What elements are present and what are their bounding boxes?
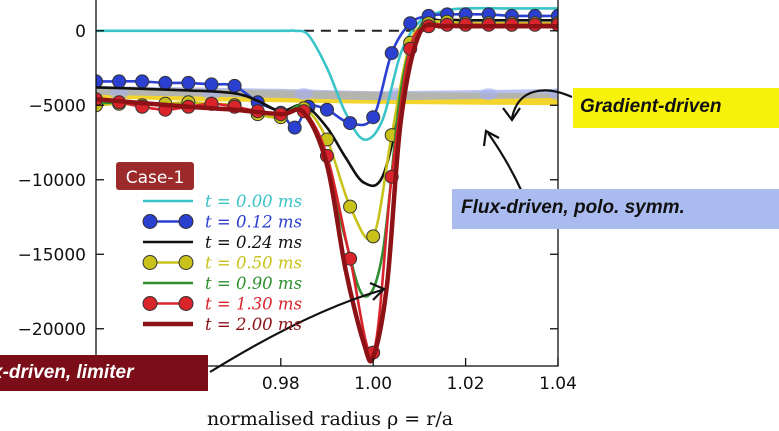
case-label: Case-1 bbox=[126, 168, 185, 188]
limiter-arrowhead bbox=[369, 281, 386, 301]
x-tick-label: 1.02 bbox=[447, 374, 485, 394]
data-point bbox=[320, 102, 334, 117]
series-6 bbox=[96, 22, 558, 364]
series-line-6 bbox=[96, 22, 558, 364]
legend-item: t = 0.24 ms bbox=[143, 233, 302, 252]
polo-arrow bbox=[487, 132, 524, 193]
data-point bbox=[181, 75, 196, 90]
data-point bbox=[227, 78, 242, 93]
polo-arrowhead bbox=[482, 129, 500, 147]
limiter-arrow bbox=[209, 288, 383, 373]
polo-band-marker bbox=[479, 88, 498, 101]
data-point bbox=[135, 74, 150, 89]
gradient-driven-text: Gradient-driven bbox=[580, 96, 722, 117]
y-tick-label: 0 bbox=[75, 22, 86, 42]
flux-driven-limiter-text: x-driven, limiter bbox=[0, 362, 134, 383]
gradient-driven-annotation: Gradient-driven bbox=[573, 88, 779, 128]
x-tick-label: 1.00 bbox=[354, 374, 392, 394]
data-point bbox=[403, 16, 418, 31]
legend-item: t = 0.00 ms bbox=[143, 192, 302, 211]
data-point bbox=[96, 74, 103, 89]
series-line-3 bbox=[96, 19, 558, 241]
legend-marker bbox=[142, 296, 158, 311]
legend-marker bbox=[178, 214, 194, 229]
legend-label: t = 2.00 ms bbox=[205, 315, 302, 334]
data-point bbox=[384, 46, 399, 61]
legend-label: t = 0.90 ms bbox=[205, 274, 302, 293]
data-point bbox=[343, 116, 358, 131]
series-0 bbox=[96, 6, 558, 141]
x-tick-label: 1.04 bbox=[539, 374, 577, 394]
case-label-box bbox=[116, 162, 194, 190]
flux-driven-polo-annotation: Flux-driven, polo. symm. bbox=[452, 189, 779, 229]
data-point bbox=[287, 120, 302, 135]
legend-label: t = 1.30 ms bbox=[205, 295, 302, 314]
legend-item: t = 2.00 ms bbox=[143, 315, 302, 334]
data-point bbox=[366, 229, 381, 244]
data-series bbox=[96, 6, 558, 364]
legend-marker bbox=[178, 296, 194, 311]
x-tick-label: 0.98 bbox=[262, 374, 300, 394]
data-point bbox=[204, 77, 219, 92]
y-tick-labels: −20000 −15000 −10000 −5000 0 bbox=[18, 22, 86, 340]
legend-label: t = 0.24 ms bbox=[205, 233, 302, 252]
legend-label: t = 0.50 ms bbox=[205, 254, 302, 273]
legend-marker bbox=[142, 214, 158, 229]
data-point bbox=[158, 75, 173, 90]
y-tick-label: −10000 bbox=[18, 171, 86, 191]
legend-marker bbox=[142, 255, 158, 270]
flux-driven-polo-text: Flux-driven, polo. symm. bbox=[461, 197, 685, 218]
legend-label: t = 0.12 ms bbox=[205, 213, 302, 232]
polo-band-marker bbox=[294, 88, 313, 101]
plot-frame bbox=[95, 0, 559, 367]
legend-item: t = 0.90 ms bbox=[143, 274, 302, 293]
y-tick-label: −5000 bbox=[28, 96, 86, 116]
legend-item: t = 0.12 ms bbox=[142, 213, 302, 232]
data-point bbox=[112, 74, 127, 89]
series-line-0 bbox=[96, 6, 558, 141]
flux-driven-limiter-annotation: x-driven, limiter bbox=[0, 355, 208, 391]
data-point bbox=[366, 110, 381, 125]
gradient-arrow bbox=[510, 89, 573, 119]
legend-label: t = 0.00 ms bbox=[205, 192, 302, 211]
legend-marker bbox=[178, 255, 194, 270]
data-point bbox=[343, 199, 358, 214]
legend-items: t = 0.00 ms t = 0.12 mst = 0.24 ms t = 0.5… bbox=[142, 192, 302, 334]
x-axis-label: normalised radius ρ = r/a bbox=[207, 408, 453, 430]
y-tick-label: −20000 bbox=[18, 320, 86, 340]
legend-item: t = 0.50 ms bbox=[142, 254, 302, 273]
overlay-band-1 bbox=[96, 85, 558, 101]
x-tick-labels: 0.960.981.001.021.04 bbox=[169, 374, 576, 394]
legend-item: t = 1.30 ms bbox=[142, 295, 302, 314]
gradient-arrowhead bbox=[502, 107, 521, 122]
legend: Case-1 t = 0.00 ms t = 0.12 mst = 0.24 ms… bbox=[116, 162, 302, 334]
y-tick-label: −15000 bbox=[18, 245, 86, 265]
